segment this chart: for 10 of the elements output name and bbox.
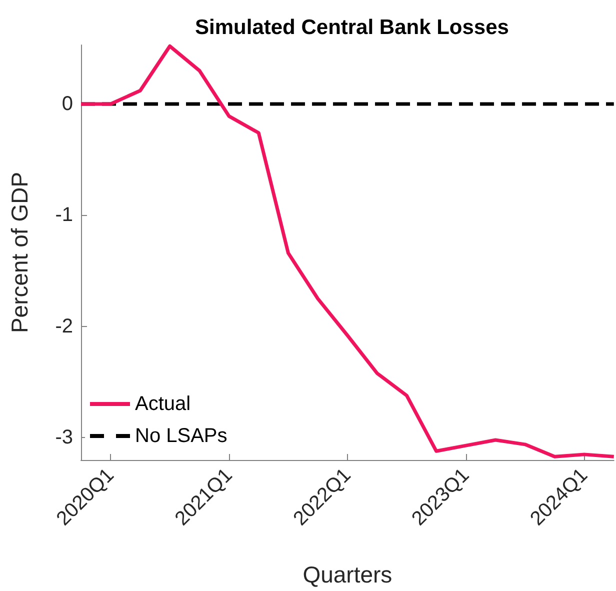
chart-title: Simulated Central Bank Losses (195, 16, 509, 39)
line-series (79, 44, 616, 458)
y-tick-label: -2 (55, 315, 73, 338)
legend-label: Actual (135, 393, 191, 415)
y-tick-label: -1 (55, 204, 73, 226)
y-tick-label: 0 (62, 92, 73, 115)
legend-label: No LSAPs (135, 425, 228, 447)
y-axis-title: Percent of GDP (6, 172, 32, 334)
y-tick-label: -3 (55, 426, 73, 449)
x-axis-title: Quarters (302, 562, 392, 588)
